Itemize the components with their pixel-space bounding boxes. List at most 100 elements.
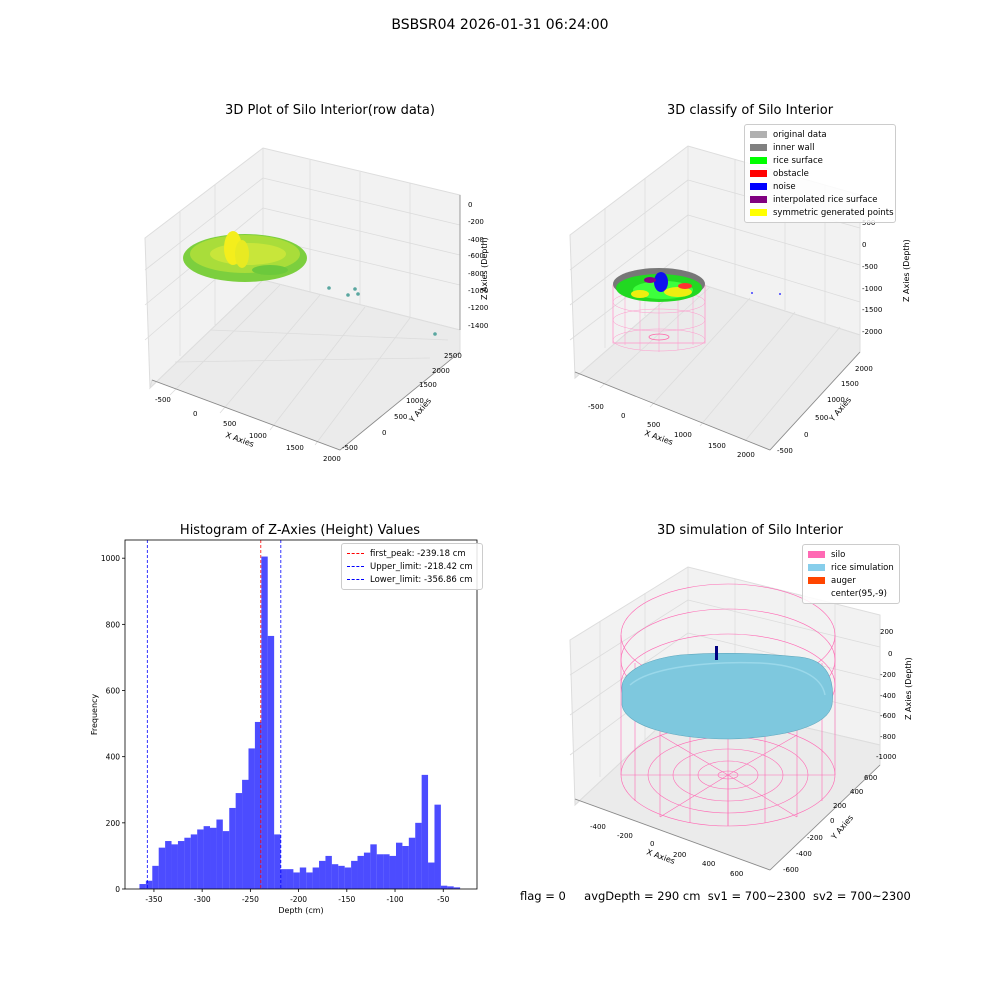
panel2-legend-label: interpolated rice surface — [773, 194, 878, 205]
histogram-bar — [370, 844, 377, 889]
panel2-xtick: -500 — [588, 403, 604, 411]
panel4-ytick: 0 — [830, 817, 834, 825]
panel4-title: 3D simulation of Silo Interior — [657, 523, 843, 538]
panel1-ytick: 2000 — [432, 367, 450, 375]
histogram-bar — [242, 779, 249, 889]
panel2-legend-item: obstacle — [750, 167, 890, 180]
figure-title: BSBSR04 2026-01-31 06:24:00 — [391, 17, 609, 33]
histogram-legend-item: first_peak: -239.18 cm — [347, 547, 477, 560]
histogram-bar — [190, 834, 198, 889]
histogram-ytick-label: 0 — [115, 885, 120, 894]
panel1-ztick: -800 — [468, 270, 484, 278]
panel1-ytick: -500 — [342, 444, 358, 452]
histogram-legend-label: Lower_limit: -356.86 cm — [370, 574, 473, 585]
sv2-text: sv2 = 700~2300 — [812, 889, 911, 903]
panel1-x-ticks: -500 0 500 1000 1500 2000 — [155, 396, 341, 463]
panel2-legend-item: symmetric generated points — [750, 206, 894, 219]
histogram-bar — [357, 855, 364, 889]
histogram-bar — [158, 847, 166, 889]
histogram-legend-label: first_peak: -239.18 cm — [370, 548, 466, 559]
panel4-ytick: -200 — [807, 834, 823, 842]
panel4-ytick: -400 — [796, 850, 812, 858]
panel2-y-ticks: -500 0 500 1000 1500 2000 — [777, 365, 873, 455]
histogram-xtick-label: -250 — [242, 895, 259, 904]
histogram-legend-swatch — [347, 579, 364, 580]
panel4-x-ticks: -400 -200 0 200 400 600 — [590, 823, 743, 878]
panel1-ztick: -600 — [468, 252, 484, 260]
panel4-xtick: -400 — [590, 823, 606, 831]
panel2-classified-points — [612, 268, 781, 352]
histogram-bar — [197, 829, 204, 889]
flag-text: flag = 0 — [520, 889, 566, 903]
histogram-bar — [261, 556, 268, 889]
panel1-ytick: 2500 — [444, 352, 462, 360]
panel4-ztick: 0 — [888, 650, 892, 658]
histogram-bar — [363, 852, 371, 889]
panel4-legend-item: center(95,-9) — [808, 587, 894, 600]
panel4-ytick: 600 — [864, 774, 877, 782]
panel2-xtick: 2000 — [737, 451, 755, 459]
panel2-ytick: 1500 — [841, 380, 859, 388]
histogram-legend-swatch — [347, 566, 364, 567]
histogram-bar — [408, 837, 416, 889]
panel1-z-ticks: 0 -200 -400 -600 -800 -1000 -1200 -1400 — [468, 201, 488, 330]
histogram-bar — [428, 862, 435, 889]
histogram-xtick-label: -50 — [437, 895, 449, 904]
panel4-legend-swatch — [808, 551, 825, 558]
histogram-ylabel: Frequency — [90, 694, 99, 736]
panel2-legend-label: symmetric generated points — [773, 207, 894, 218]
panel1-ztick: 0 — [468, 201, 472, 209]
panel2-legend-label: noise — [773, 181, 796, 192]
panel4-xtick: 200 — [673, 851, 686, 859]
panel4-ztick: -400 — [880, 692, 896, 700]
panel4-ytick: 200 — [833, 802, 846, 810]
histogram-bar — [383, 854, 390, 889]
histogram-xtick-label: -350 — [145, 895, 162, 904]
panel4-legend-swatch — [808, 577, 825, 584]
panel1-3d-plot: -500 0 500 1000 1500 2000 X Axies -500 0… — [144, 147, 489, 463]
panel1-ztick: -1200 — [468, 304, 488, 312]
histogram-bar — [312, 867, 320, 889]
histogram-bar — [152, 865, 159, 889]
panel2-legend-item: original data — [750, 128, 890, 141]
panel1-xtick: 2000 — [323, 455, 341, 463]
histogram-bar — [440, 885, 448, 889]
histogram-ytick-label: 200 — [106, 819, 121, 828]
panel4-ztick: -1000 — [876, 753, 896, 761]
panel2-xtick: 0 — [621, 412, 625, 420]
panel4-legend-label: auger — [831, 575, 856, 586]
histogram-bar — [376, 854, 384, 889]
histogram-bar — [210, 827, 217, 889]
panel2-title: 3D classify of Silo Interior — [666, 103, 834, 118]
panel1-ztick: -1000 — [468, 287, 488, 295]
histogram-bar — [434, 804, 441, 889]
panel2-legend-label: obstacle — [773, 168, 809, 179]
histogram-bar — [171, 844, 178, 889]
histogram-bar — [325, 855, 332, 889]
panel2-ytick: 2000 — [855, 365, 873, 373]
histogram-bar — [293, 872, 300, 889]
histogram-bar — [235, 793, 243, 889]
panel4-ztick: -800 — [880, 733, 896, 741]
panel2-xlabel: X Axies — [643, 428, 674, 447]
panel1-rice-points — [183, 231, 437, 336]
panel2-legend-swatch — [750, 183, 767, 190]
panel4-ytick: -600 — [783, 866, 799, 874]
panel2-legend-label: inner wall — [773, 142, 815, 153]
panel1-ytick: 1500 — [419, 381, 437, 389]
panel2-ztick: -2000 — [862, 328, 882, 336]
histogram-bar — [286, 869, 294, 889]
panel1-ytick: 500 — [394, 413, 407, 421]
histogram-legend-item: Lower_limit: -356.86 cm — [347, 573, 477, 586]
panel2-legend-item: rice surface — [750, 154, 890, 167]
histogram-bar — [447, 886, 454, 889]
histogram-xtick-label: -300 — [194, 895, 211, 904]
panel1-ytick: 0 — [382, 429, 386, 437]
status-line: flag = 0 avgDepth = 290 cm sv1 = 700~230… — [520, 889, 911, 903]
histogram-bar — [229, 807, 236, 889]
panel4-legend-item: rice simulation — [808, 561, 894, 574]
panel1-xtick: -500 — [155, 396, 171, 404]
panel4-xtick: 0 — [650, 840, 654, 848]
panel2-ztick: -500 — [862, 263, 878, 271]
histogram-bar — [389, 855, 396, 889]
